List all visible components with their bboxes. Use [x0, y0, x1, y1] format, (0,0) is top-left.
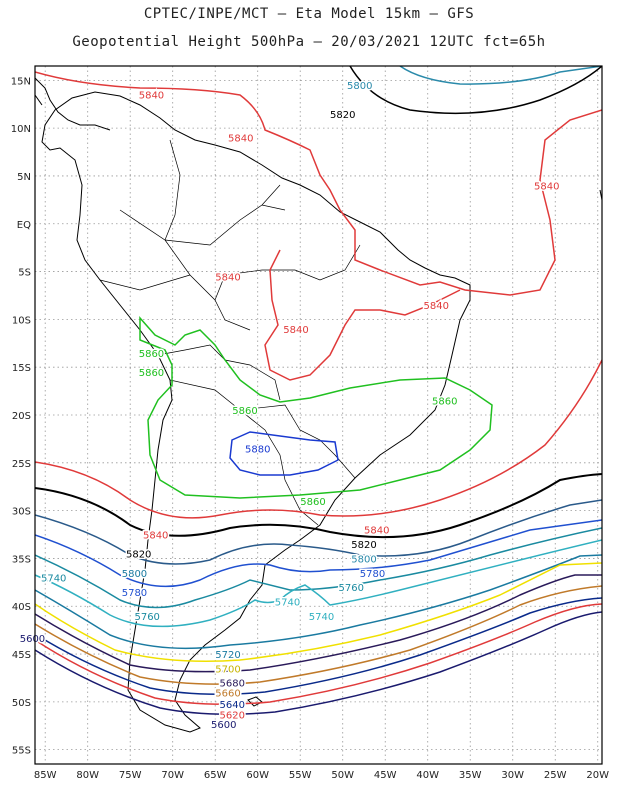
contour-label: 5700	[215, 664, 240, 675]
contour-label: 5780	[360, 569, 385, 580]
contour-label: 5840	[364, 526, 389, 537]
contour-labels: 5800 5820 5840 5840 5840 5840 5840 5840 5860 5860…	[18, 80, 561, 733]
contour-lines	[35, 66, 602, 715]
lon-tick-label: 65W	[204, 770, 227, 781]
contour-label: 5720	[215, 650, 240, 661]
contour-label: 5820	[351, 540, 376, 551]
map-title: CPTEC/INPE/MCT – Eta Model 15km – GFS	[143, 6, 475, 22]
lat-tick-label: 35S	[12, 554, 31, 565]
contour-label: 5840	[534, 182, 559, 193]
contour-label: 5860	[300, 497, 325, 508]
lat-tick-label: 50S	[12, 698, 31, 709]
lon-tick-label: 40W	[416, 770, 439, 781]
contour-label: 5660	[215, 688, 240, 699]
lat-tick-label: 45S	[12, 650, 31, 661]
contour-label: 5800	[347, 81, 372, 92]
contour-5780	[35, 519, 602, 588]
contour-label: 5760	[134, 612, 159, 623]
contour-label: 5880	[245, 444, 270, 455]
contour-label: 5800	[122, 569, 147, 580]
contour-label: 5840	[215, 272, 240, 283]
lon-tick-label: 25W	[544, 770, 567, 781]
contour-label: 5860	[139, 349, 164, 360]
contour-5600	[35, 611, 602, 715]
lat-tick-label: 5S	[18, 268, 31, 279]
contour-5840-south	[35, 359, 602, 519]
lon-tick-label: 75W	[119, 770, 142, 781]
lat-tick-label: 5N	[17, 172, 31, 183]
lon-tick-label: 50W	[331, 770, 354, 781]
lon-tick-label: 55W	[289, 770, 312, 781]
contour-label: 5860	[139, 368, 164, 379]
falkland-islands	[247, 696, 263, 707]
lon-tick-label: 85W	[34, 770, 57, 781]
plot-frame	[34, 65, 603, 765]
contour-5860	[139, 316, 493, 499]
lon-tick-label: 30W	[501, 770, 524, 781]
lat-tick-label: 55S	[12, 746, 31, 757]
contour-label: 5820	[126, 550, 151, 561]
contour-label: 5680	[219, 679, 244, 690]
lat-tick-label: 40S	[12, 602, 31, 613]
contour-label: 5840	[143, 531, 168, 542]
contour-label: 5780	[122, 588, 147, 599]
contour-label: 5600	[211, 720, 236, 731]
contour-label: 5860	[432, 397, 457, 408]
contour-label: 5760	[339, 583, 364, 594]
contour-5680	[35, 574, 602, 673]
lon-tick-label: 45W	[374, 770, 397, 781]
lat-tick-label: EQ	[17, 220, 31, 231]
contour-5620	[35, 603, 602, 705]
lon-tick-label: 80W	[76, 770, 99, 781]
lat-tick-label: 10S	[12, 315, 31, 326]
axis-ticks: 15N10N5NEQ5S10S15S20S25S30S35S40S45S50S5…	[11, 76, 609, 781]
contour-5720	[35, 554, 602, 650]
contour-5640	[35, 597, 602, 695]
contour-label: 5840	[283, 325, 308, 336]
contour-label: 5820	[330, 110, 355, 121]
contour-label: 5740	[275, 597, 300, 608]
contour-label: 5600	[20, 634, 45, 645]
central-america-coastline	[35, 77, 111, 131]
contour-label: 5860	[232, 406, 257, 417]
contour-5760	[35, 527, 602, 609]
country-borders	[99, 139, 361, 526]
lat-tick-label: 10N	[11, 124, 31, 135]
contour-5800-south	[35, 499, 602, 565]
contour-5840-inner	[264, 249, 461, 381]
contour-5700	[35, 562, 602, 662]
lat-tick-label: 15S	[12, 363, 31, 374]
lon-tick-label: 20W	[586, 770, 609, 781]
contour-5660	[35, 585, 602, 685]
lat-tick-label: 15N	[11, 76, 31, 87]
contour-5820-south	[35, 473, 602, 539]
contour-label: 5640	[219, 700, 244, 711]
contour-label: 5840	[228, 134, 253, 145]
contour-5820-north	[349, 66, 602, 115]
map-subtitle: Geopotential Height 500hPa – 20/03/2021 …	[72, 34, 546, 50]
lat-tick-label: 20S	[12, 411, 31, 422]
contour-5880	[229, 431, 339, 476]
lon-tick-label: 35W	[459, 770, 482, 781]
contour-5800-north	[399, 66, 602, 85]
contour-label: 5840	[139, 91, 164, 102]
lon-tick-label: 60W	[246, 770, 269, 781]
lat-tick-label: 25S	[12, 459, 31, 470]
contour-label: 5740	[309, 612, 334, 623]
contour-5840-north	[35, 71, 602, 296]
south-america-coastline	[41, 91, 471, 733]
contour-label: 5840	[424, 301, 449, 312]
lat-tick-label: 30S	[12, 507, 31, 518]
contour-label: 5800	[351, 554, 376, 565]
coastline	[35, 77, 602, 733]
contour-label: 5740	[41, 574, 66, 585]
contour-label: 5620	[219, 710, 244, 721]
lon-tick-label: 70W	[161, 770, 184, 781]
contour-5740	[35, 539, 602, 628]
